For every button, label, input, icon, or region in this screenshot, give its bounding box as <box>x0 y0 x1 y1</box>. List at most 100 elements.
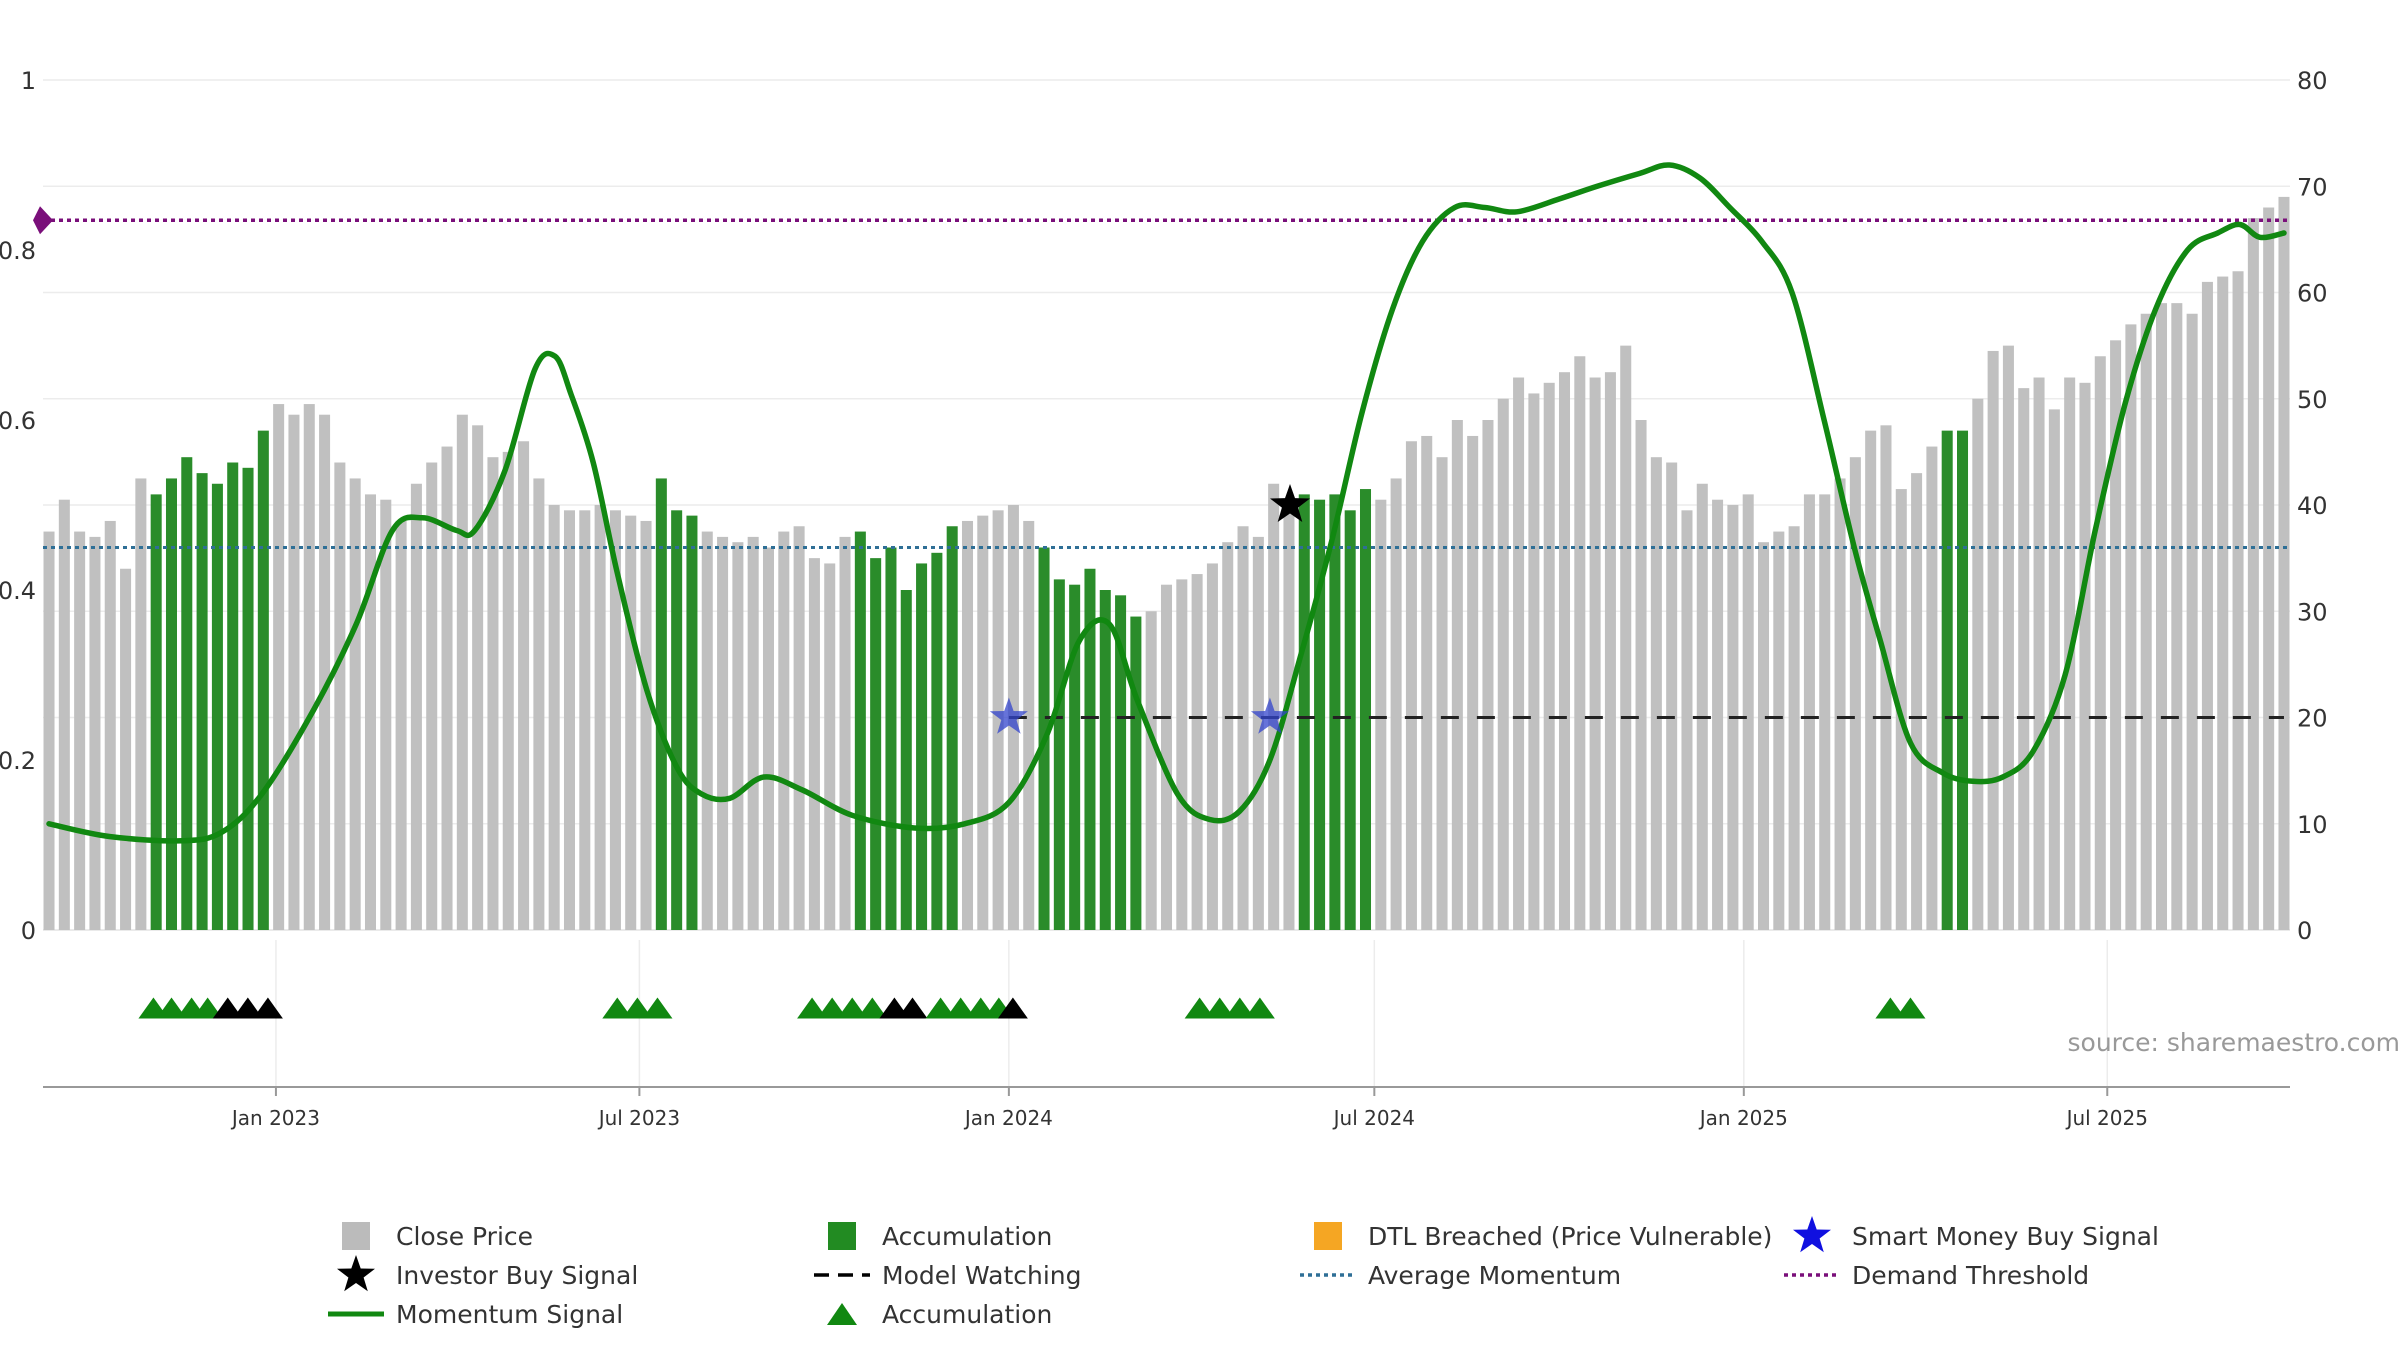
close-price-bar <box>1543 382 1555 930</box>
x-axis-tick-label: Jul 2023 <box>597 1106 680 1130</box>
left-axis-tick-label: 0.4 <box>0 577 36 605</box>
legend-item: Demand Threshold <box>1784 1261 2089 1290</box>
close-price-bar <box>1987 350 1999 930</box>
close-price-bar <box>1926 446 1938 930</box>
accumulation-marker-icon <box>797 997 828 1019</box>
accumulation-bar <box>1069 584 1081 930</box>
accumulation-marker-icon <box>642 997 673 1019</box>
close-price-bar <box>364 494 376 930</box>
close-price-bar <box>732 542 744 930</box>
accumulation-bar <box>1084 568 1096 930</box>
close-price-bar <box>1023 520 1035 930</box>
close-price-bar <box>1635 420 1647 930</box>
close-price-bar <box>1849 457 1861 930</box>
legend-item: Average Momentum <box>1300 1261 1621 1290</box>
legend-label: Accumulation <box>882 1222 1052 1251</box>
close-price-bar <box>839 536 851 931</box>
accumulation-marker-icon <box>1184 997 1215 1019</box>
legend-label: Investor Buy Signal <box>396 1261 638 1290</box>
accumulation-marker-icon <box>1204 997 1235 1019</box>
accumulation-marker-icon <box>602 997 633 1019</box>
grid <box>43 79 2290 1087</box>
close-price-bar <box>1773 531 1785 930</box>
legend: Close Price Accumulation DTL Breached (Pri… <box>328 1216 2159 1329</box>
close-price-bar <box>2217 276 2229 930</box>
close-price-bar <box>717 536 729 931</box>
close-price-bar <box>1666 462 1678 930</box>
close-price-bar <box>89 536 101 931</box>
accumulation-bar <box>150 494 162 930</box>
close-price-bar <box>778 531 790 930</box>
close-price-bar <box>74 531 86 930</box>
momentum-signal-line <box>46 162 2287 844</box>
close-price-bar <box>2125 324 2137 931</box>
accumulation-bar <box>1359 489 1372 930</box>
legend-item: Accumulation <box>828 1222 1052 1251</box>
demand-threshold-diamond-icon <box>33 206 53 235</box>
close-price-bar <box>1283 505 1295 930</box>
accumulation-bar <box>671 510 683 930</box>
accumulation-bar <box>946 526 958 930</box>
legend-star-icon <box>1793 1216 1831 1253</box>
accumulation-bar <box>1298 494 1310 930</box>
legend-triangle-icon <box>827 1303 857 1325</box>
right-axis-tick-label: 60 <box>2297 280 2328 308</box>
close-price-bar <box>1237 526 1249 930</box>
right-axis-tick-label: 40 <box>2297 492 2328 520</box>
close-price-bar <box>701 531 713 930</box>
legend-swatch <box>342 1222 370 1250</box>
left-axis-tick-label: 0.2 <box>0 747 36 775</box>
accumulation-marker-black-icon <box>252 997 283 1019</box>
close-price-bar <box>2094 356 2106 930</box>
close-price-bar <box>1405 441 1417 930</box>
accumulation-bar <box>655 478 667 930</box>
accumulation-bar <box>1314 499 1326 930</box>
close-price-bar <box>1375 499 1387 930</box>
accumulation-bar <box>1130 616 1142 930</box>
accumulation-bar <box>931 552 943 930</box>
close-price-bar <box>288 414 300 930</box>
close-price-bar <box>1268 483 1280 930</box>
legend-swatch <box>1314 1222 1342 1250</box>
legend-star-icon <box>337 1255 375 1292</box>
close-price-bar <box>2048 409 2060 931</box>
accumulation-marker-black-icon <box>232 997 263 1019</box>
left-axis-tick-label: 0.6 <box>0 407 36 435</box>
right-axis-tick-label: 70 <box>2297 173 2328 201</box>
close-price-bar <box>104 520 116 930</box>
accumulation-bar <box>900 590 912 930</box>
accumulation-bar <box>196 473 208 931</box>
close-price-bar <box>609 510 621 930</box>
close-price-bar <box>1390 478 1402 930</box>
close-price-bar <box>2002 345 2014 931</box>
accumulation-bar <box>854 531 866 930</box>
accumulation-bar <box>165 478 177 930</box>
close-price-bar <box>977 515 989 931</box>
right-axis-tick-label: 30 <box>2297 598 2328 626</box>
accumulation-marker-icon <box>837 997 868 1019</box>
close-price-bar <box>808 558 820 931</box>
accumulation-bar <box>1941 430 1953 931</box>
close-price-bar <box>319 414 331 930</box>
close-price-bar <box>1880 425 1892 930</box>
accumulation-marker-icon <box>817 997 848 1019</box>
close-price-bar <box>487 457 499 930</box>
right-axis-tick-label: 10 <box>2297 811 2328 839</box>
right-axis-tick-label: 0 <box>2297 917 2312 945</box>
close-price-bar <box>1742 494 1754 930</box>
close-price-bar <box>640 520 652 930</box>
smart-money-buy-signal-icon <box>989 697 1028 734</box>
close-price-bar <box>1191 574 1203 930</box>
close-price-bar <box>2110 340 2122 930</box>
close-price-bar <box>1620 345 1632 931</box>
close-price-bar <box>762 547 774 930</box>
close-price-bar <box>1589 377 1601 930</box>
accumulation-marker-icon <box>857 997 888 1019</box>
left-axis-tick-label: 1 <box>21 67 36 95</box>
accumulation-bar <box>916 563 928 930</box>
close-price-bar <box>533 478 545 930</box>
accumulation-bar <box>870 558 882 931</box>
signal-markers <box>33 206 1926 1019</box>
close-price-bar <box>380 499 392 930</box>
